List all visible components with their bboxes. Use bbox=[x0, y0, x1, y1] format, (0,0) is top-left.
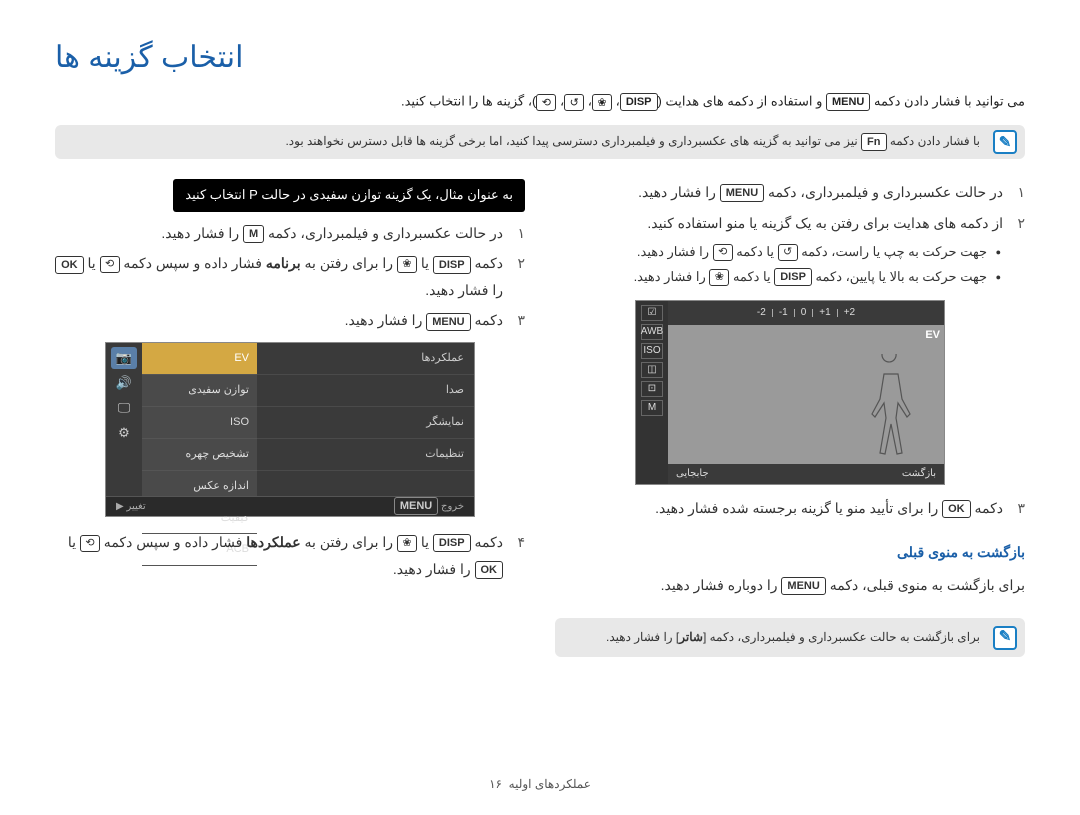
menu-button-label: MENU bbox=[826, 93, 870, 111]
note-icon: ✎ bbox=[993, 130, 1017, 154]
menu-tabs: 📷 🔊 🖵 ⚙ bbox=[106, 343, 142, 516]
ev-label: EV bbox=[925, 325, 940, 346]
note-box-shutter: ✎ برای بازگشت به حالت عکسبرداری و فیلمبر… bbox=[555, 618, 1025, 657]
note-icon: ✎ bbox=[993, 626, 1017, 650]
tab-settings-icon: ⚙ bbox=[111, 422, 137, 444]
tab-sound-icon: 🔊 bbox=[111, 372, 137, 394]
camera-lcd-preview: ☑ AWB ISO ◫ ⊡ M -2 -1 0 +1 +2 EV bbox=[635, 300, 945, 485]
step-number: ۲ bbox=[517, 250, 525, 277]
camera-menu-preview: 📷 🔊 🖵 ⚙ EV توازن سفیدی ISO تشخیص چهره ان… bbox=[105, 342, 475, 517]
back-heading: بازگشت به منوی قبلی bbox=[555, 539, 1025, 566]
person-silhouette bbox=[854, 354, 924, 464]
fn-button-label: Fn bbox=[861, 133, 886, 151]
ev-scale: -2 -1 0 +1 +2 bbox=[668, 301, 944, 325]
menu-bottom-bar: ▶ تغییر MENU خروج bbox=[106, 496, 474, 516]
tab-camera-icon: 📷 bbox=[111, 347, 137, 369]
flash-icon: ⟲ bbox=[536, 94, 556, 111]
tab-display-icon: 🖵 bbox=[111, 397, 137, 419]
page-title: انتخاب گزینه ها bbox=[55, 40, 1025, 75]
right-column: ۱ در حالت عکسبرداری و فیلمبرداری، دکمه M… bbox=[555, 179, 1025, 677]
intro-line: می توانید با فشار دادن دکمه MENU و استفا… bbox=[55, 93, 1025, 111]
step-number: ۳ bbox=[1017, 495, 1025, 522]
step-number: ۴ bbox=[517, 529, 525, 556]
left-column: به عنوان مثال، یک گزینه توازن سفیدی در ح… bbox=[55, 179, 525, 677]
step-number: ۱ bbox=[517, 220, 525, 247]
step-number: ۲ bbox=[1017, 210, 1025, 237]
page-footer: عملکردهای اولیه ۱۶ bbox=[0, 777, 1080, 791]
menu-options-col: EV توازن سفیدی ISO تشخیص چهره اندازه عکس… bbox=[142, 343, 257, 516]
note-box-fn: ✎ با فشار دادن دکمه Fn نیز می توانید به … bbox=[55, 125, 1025, 159]
step-number: ۱ bbox=[1017, 179, 1025, 206]
flower-icon: ❀ bbox=[592, 94, 612, 111]
cam-left-icons: ☑ AWB ISO ◫ ⊡ M bbox=[636, 301, 668, 484]
timer-icon: ↺ bbox=[564, 94, 584, 111]
menu-categories-col: عملکردها صدا نمایشگر تنظیمات bbox=[257, 343, 474, 516]
step-number: ۳ bbox=[517, 307, 525, 334]
example-heading: به عنوان مثال، یک گزینه توازن سفیدی در ح… bbox=[173, 179, 525, 212]
